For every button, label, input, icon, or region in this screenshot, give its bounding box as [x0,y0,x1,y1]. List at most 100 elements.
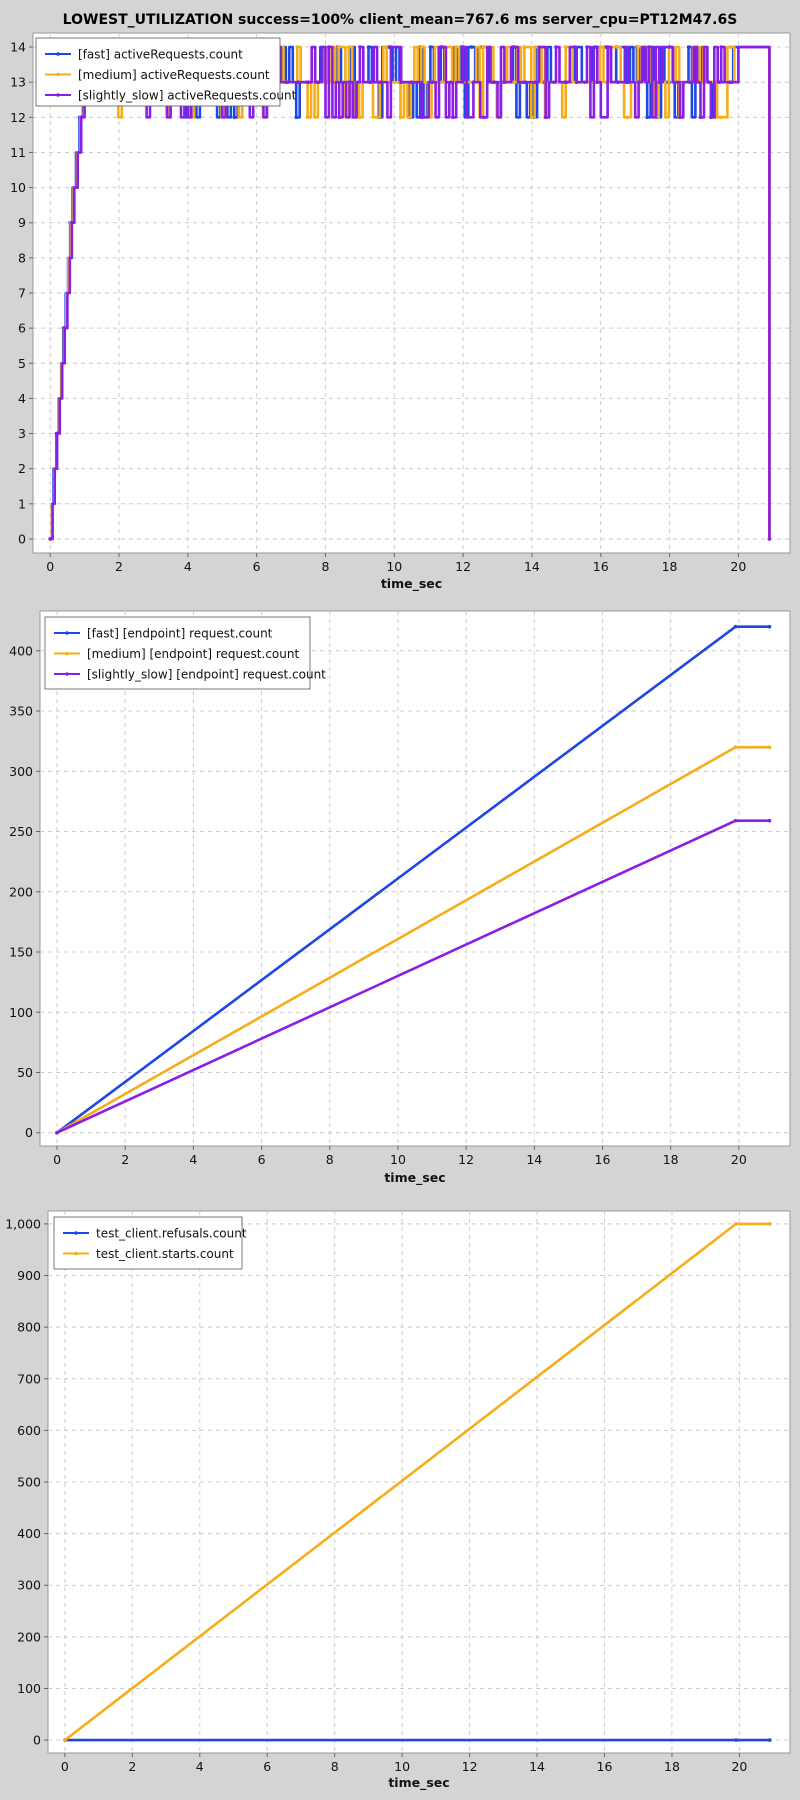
x-tick-label: 2 [121,1152,129,1167]
y-tick-label: 13 [10,75,26,90]
data-point [523,80,527,84]
data-point [430,80,434,84]
x-tick-label: 20 [730,559,746,574]
data-point [62,326,67,330]
data-point [440,45,445,49]
page-title: LOWEST_UTILIZATION success=100% client_m… [62,12,738,28]
legend-label: [medium] activeRequests.count [78,68,270,82]
chart-endpoint-request-count: 0 2 4 6 8 10 12 14 16 18 2005010015020025030035040… [9,610,791,1186]
data-point [645,115,649,120]
data-point [605,45,610,49]
legend-label: [slightly_slow] [endpoint] request.count [87,668,326,682]
y-tick-label: 900 [17,1268,41,1283]
data-point [522,45,527,49]
data-point [316,80,321,84]
data-point [563,45,568,49]
legend-label: [medium] [endpoint] request.count [87,647,299,661]
x-tick-label: 12 [462,1759,478,1774]
data-point [543,115,548,120]
x-tick-label: 18 [663,1152,679,1167]
y-tick-label: 700 [17,1371,41,1386]
y-tick-label: 1,000 [5,1216,41,1231]
x-tick-label: 6 [253,559,261,574]
data-point [767,624,772,629]
y-tick-label: 200 [17,1629,41,1644]
y-tick-label: 600 [17,1423,41,1438]
data-point [48,537,52,541]
y-tick-label: 300 [17,1578,41,1593]
y-tick-label: 50 [17,1065,33,1080]
data-point [733,745,738,749]
x-tick-label: 0 [61,1759,69,1774]
x-tick-label: 8 [326,1152,334,1167]
x-tick-label: 14 [526,1152,542,1167]
y-tick-label: 200 [9,884,33,899]
legend-label: [fast] activeRequests.count [78,48,243,62]
data-point [55,431,59,436]
data-point [63,1738,67,1742]
x-tick-label: 20 [731,1152,747,1167]
x-tick-label: 8 [322,559,330,574]
data-point [718,115,723,120]
x-axis-label: time_sec [381,576,442,592]
y-tick-label: 400 [9,643,33,658]
x-tick-label: 10 [386,559,402,574]
data-point [469,45,474,49]
data-point [595,80,600,84]
data-point [368,80,373,84]
x-tick-label: 20 [731,1759,747,1774]
data-point [767,818,772,823]
data-point [378,80,383,84]
x-tick-label: 2 [115,559,123,574]
data-point [295,45,300,49]
x-tick-label: 0 [53,1152,61,1167]
data-point [688,80,692,84]
y-tick-label: 0 [25,1125,33,1140]
data-point [768,1738,772,1742]
legend-marker [65,672,69,676]
x-tick-label: 6 [258,1152,266,1167]
legend-marker [56,52,60,56]
data-point [79,115,83,120]
legend-box [44,616,311,690]
data-point [709,115,713,120]
legend-marker [65,631,69,635]
data-point [285,80,290,84]
data-point [729,45,733,49]
legend-label: [fast] [endpoint] request.count [87,627,273,641]
data-point [336,45,341,49]
x-tick-label: 10 [390,1152,406,1167]
y-tick-label: 12 [10,110,26,125]
data-point [512,45,517,49]
x-tick-label: 18 [662,559,678,574]
legend-label: [slightly_slow] activeRequests.count [78,89,297,103]
data-point [574,80,579,84]
data-point [440,80,444,84]
y-tick-label: 5 [18,356,26,371]
x-tick-label: 6 [263,1759,271,1774]
x-tick-label: 14 [529,1759,545,1774]
data-point [327,45,331,49]
x-tick-label: 2 [128,1759,136,1774]
legend-label: test_client.starts.count [96,1247,234,1261]
y-tick-label: 500 [17,1475,41,1490]
data-point [767,537,772,541]
data-point [428,45,433,49]
data-point [734,1738,738,1742]
data-point [615,45,620,49]
legend-box [53,1216,243,1270]
y-tick-label: 9 [18,215,26,230]
x-tick-label: 0 [46,559,54,574]
data-point [451,115,455,120]
y-tick-label: 300 [9,764,33,779]
data-point [734,1222,738,1226]
data-point [585,45,589,49]
data-point [768,1222,772,1226]
data-point [719,45,723,49]
legend-marker [74,1251,78,1256]
data-point [296,80,300,84]
data-point [70,220,74,225]
y-tick-label: 800 [17,1320,41,1335]
data-point [420,115,424,120]
data-point [512,80,516,84]
